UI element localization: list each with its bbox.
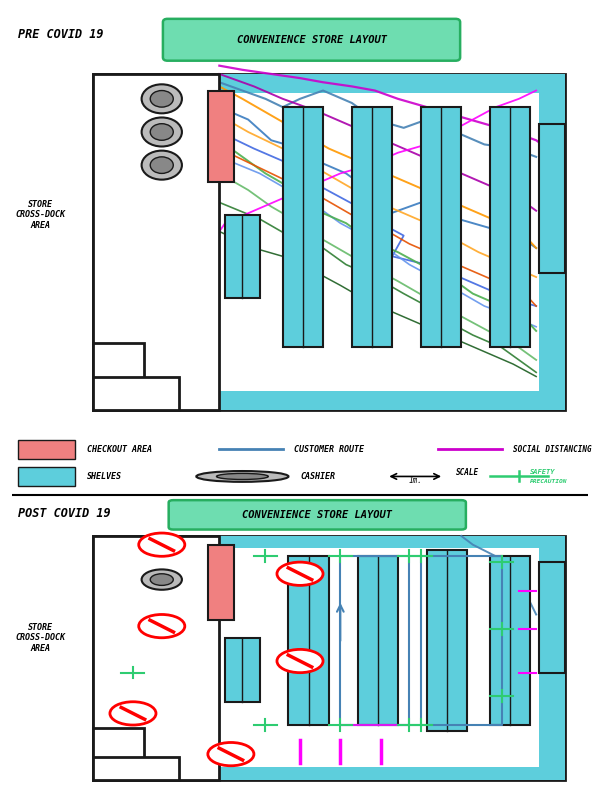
Text: CHECKOUT AREA: CHECKOUT AREA: [87, 445, 152, 453]
Bar: [352, 107, 392, 347]
Bar: [92, 757, 179, 780]
Circle shape: [139, 533, 185, 556]
Text: CUSTOMER ROUTE: CUSTOMER ROUTE: [294, 445, 364, 453]
Circle shape: [150, 124, 173, 140]
Bar: [208, 544, 234, 620]
Circle shape: [139, 614, 185, 638]
Text: 1m.: 1m.: [408, 477, 422, 485]
Bar: [289, 556, 329, 725]
Bar: [427, 551, 467, 731]
Text: SHELVES: SHELVES: [87, 472, 122, 481]
Bar: [539, 76, 565, 391]
Text: STORE
CROSS-DOCK
AREA: STORE CROSS-DOCK AREA: [16, 200, 66, 230]
Circle shape: [142, 84, 182, 113]
Bar: [208, 91, 234, 182]
Bar: [92, 376, 179, 410]
Bar: [490, 556, 530, 725]
Circle shape: [142, 151, 182, 179]
Bar: [92, 74, 565, 92]
Text: CONVENIENCE STORE LAYOUT: CONVENIENCE STORE LAYOUT: [236, 35, 386, 45]
Bar: [358, 556, 398, 725]
Bar: [539, 536, 565, 768]
Bar: [539, 76, 565, 391]
Bar: [539, 562, 565, 673]
Circle shape: [110, 702, 156, 725]
Circle shape: [277, 650, 323, 673]
FancyBboxPatch shape: [163, 19, 460, 61]
Text: PRECAUTION: PRECAUTION: [530, 479, 568, 484]
Circle shape: [208, 743, 254, 766]
Bar: [18, 440, 76, 459]
Circle shape: [142, 117, 182, 147]
Circle shape: [150, 157, 173, 174]
Bar: [92, 74, 220, 410]
Text: PRE COVID 19: PRE COVID 19: [18, 29, 103, 41]
Text: SAFETY: SAFETY: [530, 469, 556, 475]
Bar: [92, 728, 145, 780]
Text: STORE
CROSS-DOCK
AREA: STORE CROSS-DOCK AREA: [16, 623, 66, 653]
Bar: [18, 467, 76, 486]
Bar: [421, 107, 461, 347]
Circle shape: [217, 473, 268, 480]
Bar: [92, 344, 145, 410]
Circle shape: [150, 91, 173, 107]
Circle shape: [150, 574, 173, 585]
Bar: [92, 536, 565, 548]
Bar: [490, 107, 530, 347]
Text: CONVENIENCE STORE LAYOUT: CONVENIENCE STORE LAYOUT: [242, 510, 392, 520]
Text: CASHIER: CASHIER: [300, 472, 335, 481]
Bar: [92, 768, 565, 780]
Bar: [92, 391, 565, 410]
Bar: [92, 536, 565, 780]
Bar: [225, 638, 260, 702]
Bar: [92, 536, 220, 780]
Text: SCALE: SCALE: [455, 468, 479, 477]
Bar: [92, 74, 565, 410]
FancyBboxPatch shape: [169, 501, 466, 529]
Circle shape: [142, 569, 182, 590]
Bar: [283, 107, 323, 347]
Text: SOCIAL DISTANCING: SOCIAL DISTANCING: [513, 445, 592, 453]
Bar: [539, 124, 565, 273]
Circle shape: [277, 562, 323, 586]
Text: POST COVID 19: POST COVID 19: [18, 507, 110, 520]
Bar: [225, 215, 260, 298]
Circle shape: [196, 471, 289, 482]
